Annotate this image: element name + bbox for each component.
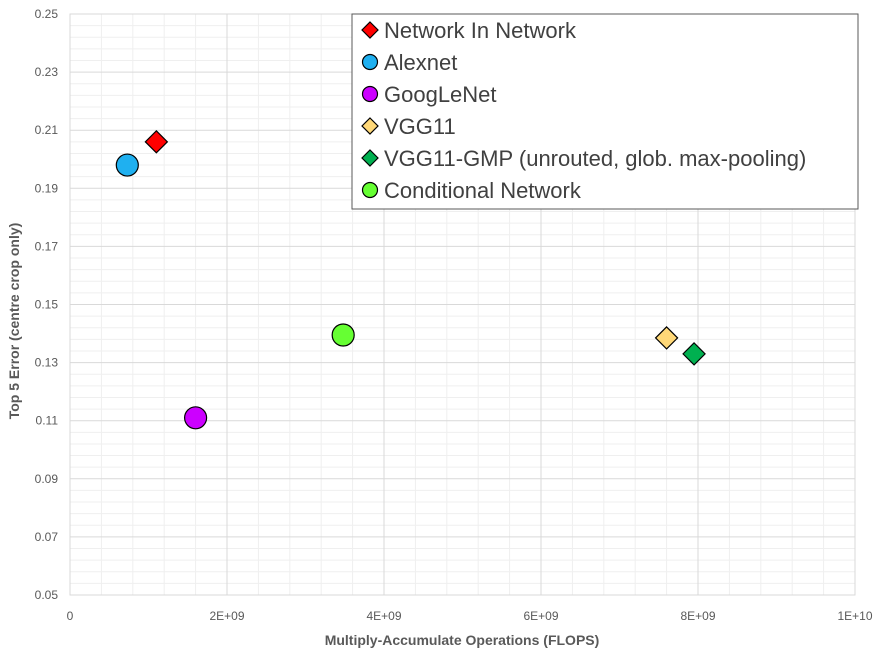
legend-label: Alexnet	[384, 50, 457, 75]
y-tick-label: 0.23	[35, 65, 59, 79]
legend-label: Conditional Network	[384, 178, 582, 203]
y-tick-label: 0.25	[35, 7, 59, 21]
legend-box	[351, 13, 859, 210]
legend-marker	[361, 181, 379, 199]
legend-marker	[361, 85, 379, 103]
legend-label: GoogLeNet	[384, 82, 497, 107]
data-point	[682, 342, 706, 366]
y-tick-label: 0.13	[35, 356, 59, 370]
y-tick-label: 0.11	[36, 414, 59, 428]
legend-marker	[361, 117, 379, 135]
legend-marker	[361, 53, 379, 71]
legend-label: VGG11	[384, 114, 456, 139]
y-tick-label: 0.17	[35, 239, 59, 253]
legend-marker	[361, 21, 379, 39]
x-tick-label: 4E+09	[366, 609, 401, 623]
data-point	[654, 326, 679, 350]
legend-label: Network In Network	[384, 18, 577, 43]
y-tick-label: 0.19	[35, 181, 59, 195]
data-point	[331, 323, 355, 347]
data-point	[115, 153, 139, 177]
legend-label: VGG11-GMP (unrouted, glob. max-pooling)	[384, 146, 806, 171]
legend-marker	[361, 149, 379, 167]
x-tick-label: 2E+09	[209, 609, 244, 623]
x-tick-label: 6E+09	[523, 609, 558, 623]
y-tick-label: 0.15	[35, 298, 59, 312]
x-tick-label: 1E+10	[837, 609, 872, 623]
data-point	[144, 129, 169, 154]
y-axis-tick-labels: 0.05 0.07 0.09 0.11 0.13 0.15 0.17 0.19 0.21 0.23…	[35, 7, 59, 602]
x-tick-label: 8E+09	[680, 609, 715, 623]
data-points	[115, 129, 706, 430]
x-axis-title: Multiply-Accumulate Operations (FLOPS)	[325, 632, 600, 648]
y-tick-label: 0.09	[35, 472, 59, 486]
x-axis-tick-labels: 0 2E+09 4E+09 6E+09 8E+09 1E+10	[67, 609, 873, 623]
y-tick-label: 0.07	[35, 530, 59, 544]
legend: Network In Network Alexnet GoogLeNet VGG11 V…	[351, 13, 859, 210]
data-point	[184, 406, 208, 430]
y-tick-label: 0.05	[35, 588, 59, 602]
y-tick-label: 0.21	[35, 123, 59, 137]
x-tick-label: 0	[67, 609, 74, 623]
y-axis-title: Top 5 Error (centre crop only)	[6, 223, 22, 420]
